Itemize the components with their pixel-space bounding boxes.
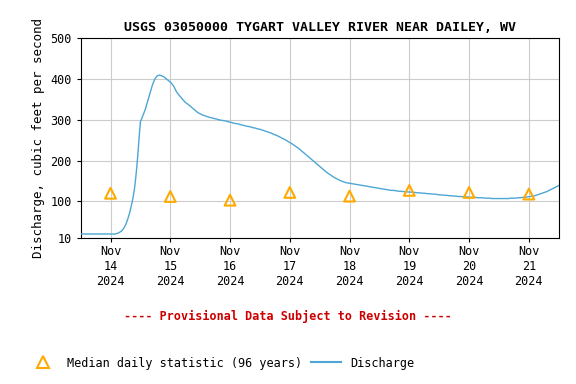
Point xyxy=(524,191,533,197)
Point xyxy=(166,194,175,200)
Text: ---- Provisional Data Subject to Revision ----: ---- Provisional Data Subject to Revisio… xyxy=(124,310,452,323)
Point xyxy=(225,197,234,203)
Point xyxy=(345,193,354,199)
Y-axis label: Discharge, cubic feet per second: Discharge, cubic feet per second xyxy=(32,18,45,258)
Point xyxy=(106,190,115,196)
Title: USGS 03050000 TYGART VALLEY RIVER NEAR DAILEY, WV: USGS 03050000 TYGART VALLEY RIVER NEAR D… xyxy=(124,22,516,35)
Point xyxy=(285,189,294,195)
Point xyxy=(405,187,414,194)
Legend: Median daily statistic (96 years), Discharge: Median daily statistic (96 years), Disch… xyxy=(23,352,419,374)
Point xyxy=(464,189,473,195)
